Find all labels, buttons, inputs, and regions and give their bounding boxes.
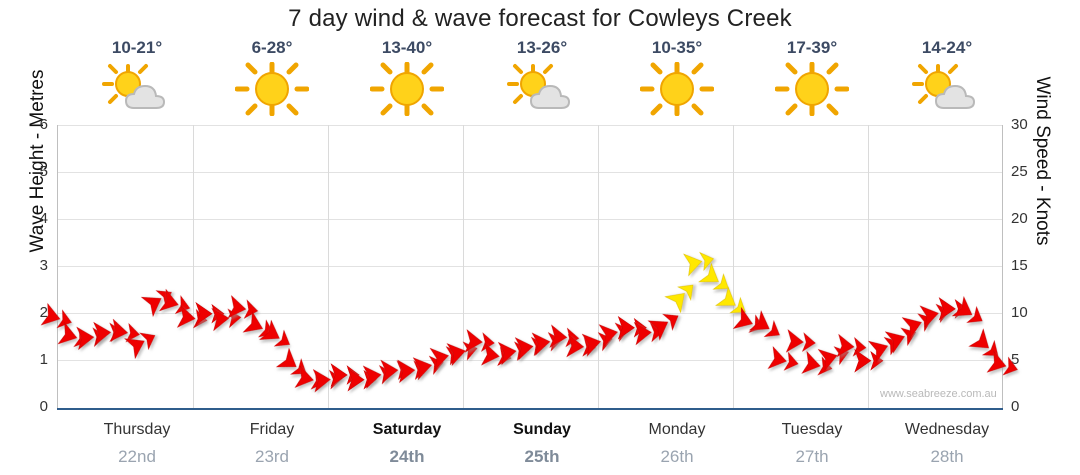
x-label-sunday: Sunday 25th (472, 410, 612, 467)
y-tick-left-0: 0 (39, 398, 48, 415)
day-divider-5 (733, 125, 734, 408)
sun-icon (202, 62, 342, 116)
day-header-saturday: 13-40° (337, 38, 477, 116)
sun-behind-cloud-icon (67, 62, 207, 116)
day-header-friday: 6-28° (202, 38, 342, 116)
gridline-2 (58, 313, 1002, 314)
temperature-range: 13-26° (516, 38, 568, 57)
x-axis-line (57, 408, 1003, 410)
day-divider-3 (463, 125, 464, 408)
day-divider-6 (868, 125, 869, 408)
gridline-5 (58, 172, 1002, 173)
day-header-monday: 10-35° (607, 38, 747, 116)
x-day-date: 26th (660, 447, 694, 466)
y-tick-right-10: 10 (1011, 304, 1028, 321)
y-tick-left-1: 1 (39, 351, 48, 368)
plot-area (40, 125, 1018, 408)
y-tick-right-0: 0 (1011, 398, 1020, 415)
y-axis-left-title: Wave Height - Metres (27, 69, 48, 253)
x-day-date: 25th (524, 447, 560, 466)
x-day-name: Sunday (513, 421, 571, 438)
x-day-name: Saturday (372, 421, 442, 438)
x-label-tuesday: Tuesday 27th (742, 410, 882, 467)
y-tick-right-15: 15 (1011, 257, 1028, 274)
wind-arrow-series (40, 251, 1018, 393)
temperature-range: 14-24° (921, 38, 973, 57)
y-tick-left-5: 5 (39, 163, 48, 180)
page-title: 7 day wind & wave forecast for Cowleys C… (288, 5, 792, 32)
x-label-wednesday: Wednesday 28th (877, 410, 1017, 467)
x-day-name: Wednesday (904, 421, 990, 438)
x-day-date: 27th (795, 447, 829, 466)
temperature-range: 17-39° (786, 38, 838, 57)
sun-icon (607, 62, 747, 116)
day-header-tuesday: 17-39° (742, 38, 882, 116)
sun-icon (742, 62, 882, 116)
y-tick-right-5: 5 (1011, 351, 1020, 368)
gridline-6 (58, 125, 1002, 126)
x-day-name: Friday (249, 421, 295, 438)
y-tick-left-3: 3 (39, 257, 48, 274)
temperature-range: 10-35° (651, 38, 703, 57)
temperature-range: 13-40° (381, 38, 433, 57)
x-day-date: 28th (930, 447, 964, 466)
x-label-monday: Monday 26th (607, 410, 747, 467)
gridline-3 (58, 266, 1002, 267)
y-tick-left-2: 2 (39, 304, 48, 321)
day-header-sunday: 13-26° (472, 38, 612, 116)
y-tick-right-20: 20 (1011, 210, 1028, 227)
y-tick-right-30: 30 (1011, 116, 1028, 133)
x-day-name: Thursday (103, 421, 171, 438)
day-divider-4 (598, 125, 599, 408)
day-header-thursday: 10-21° (67, 38, 207, 116)
x-label-saturday: Saturday 24th (337, 410, 477, 467)
x-day-date: 22nd (118, 447, 156, 466)
x-day-name: Monday (648, 421, 706, 438)
y-tick-left-4: 4 (39, 210, 48, 227)
x-label-thursday: Thursday 22nd (67, 410, 207, 467)
day-divider-1 (193, 125, 194, 408)
gridline-1 (58, 360, 1002, 361)
y-tick-left-6: 6 (39, 116, 48, 133)
temperature-range: 6-28° (251, 38, 293, 57)
x-day-date: 24th (389, 447, 425, 466)
sun-behind-cloud-icon (472, 62, 612, 116)
x-day-name: Tuesday (781, 421, 843, 438)
temperature-range: 10-21° (111, 38, 163, 57)
x-label-friday: Friday 23rd (202, 410, 342, 467)
watermark: www.seabreeze.com.au (880, 388, 997, 400)
sun-icon (337, 62, 477, 116)
gridline-4 (58, 219, 1002, 220)
y-axis-right-title: Wind Speed - Knots (1032, 76, 1053, 246)
day-header-wednesday: 14-24° (877, 38, 1017, 116)
y-tick-right-25: 25 (1011, 163, 1028, 180)
sun-behind-cloud-icon (877, 62, 1017, 116)
x-day-date: 23rd (254, 447, 290, 466)
day-divider-2 (328, 125, 329, 408)
